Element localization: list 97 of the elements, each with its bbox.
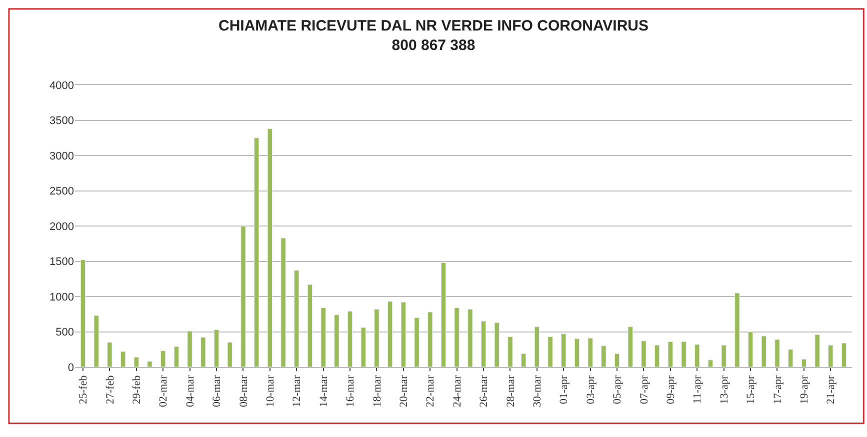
x-tick-label: 17-apr xyxy=(772,375,784,404)
x-tick-label: 19-apr xyxy=(798,375,811,404)
x-tick-label: 11-apr xyxy=(692,375,704,404)
x-tick-label: 06-mar xyxy=(211,375,224,408)
bar xyxy=(147,361,152,367)
bar xyxy=(480,320,486,367)
x-tick-label: 07-apr xyxy=(638,375,650,404)
bar xyxy=(187,330,192,367)
bar xyxy=(601,346,606,367)
bar xyxy=(574,338,580,367)
bar xyxy=(454,308,460,367)
x-tick-label: 02-mar xyxy=(158,375,170,408)
y-tick-label: 2000 xyxy=(50,220,74,233)
bar xyxy=(508,336,513,367)
y-tick-label: 1000 xyxy=(50,291,74,304)
y-tick-label: 3500 xyxy=(50,115,74,128)
bar xyxy=(94,315,99,367)
bar xyxy=(360,327,366,367)
bar xyxy=(120,351,126,367)
bar xyxy=(721,344,726,367)
x-tick-label: 05-apr xyxy=(612,375,624,404)
bar xyxy=(160,350,166,367)
bar xyxy=(227,342,232,367)
bar xyxy=(134,356,139,367)
bar xyxy=(107,342,112,367)
bar xyxy=(347,311,353,367)
bar xyxy=(654,344,660,367)
bar xyxy=(641,340,646,367)
y-tick-label: 3000 xyxy=(50,150,74,162)
bar xyxy=(668,341,674,367)
bar xyxy=(174,346,180,367)
x-tick-label: 22-mar xyxy=(424,375,437,408)
x-tick-label: 15-apr xyxy=(745,375,758,404)
bar xyxy=(307,284,313,367)
bar xyxy=(254,138,260,367)
bar xyxy=(761,336,766,367)
x-tick-label: 08-mar xyxy=(238,375,250,408)
x-tick-label: 29-feb xyxy=(130,374,143,404)
bar xyxy=(267,128,272,367)
bar xyxy=(334,314,340,367)
bar xyxy=(694,344,700,367)
bar xyxy=(320,308,326,367)
bar xyxy=(788,349,794,367)
bar xyxy=(841,342,847,367)
bar xyxy=(280,238,286,367)
x-tick-label: 30-mar xyxy=(532,375,544,408)
bar xyxy=(400,302,406,367)
y-tick-label: 500 xyxy=(56,326,74,339)
x-tick-label: 09-apr xyxy=(665,375,678,404)
bar xyxy=(614,353,620,367)
bar xyxy=(468,308,473,367)
x-tick-label: 14-mar xyxy=(318,375,330,408)
bar xyxy=(801,359,807,367)
x-tick-label: 01-apr xyxy=(558,375,570,404)
bar xyxy=(734,292,740,367)
bar xyxy=(774,339,780,367)
y-tick-label: 2500 xyxy=(50,186,74,198)
bar xyxy=(628,326,633,367)
bar xyxy=(428,312,433,367)
y-tick-label: 1500 xyxy=(50,256,74,268)
x-tick-label: 13-apr xyxy=(718,375,730,404)
bar xyxy=(548,336,553,367)
bar xyxy=(520,353,526,367)
x-tick-label: 27-feb xyxy=(104,374,116,404)
x-tick-label: 10-mar xyxy=(264,375,276,408)
x-tick-label: 18-mar xyxy=(371,375,384,408)
bar xyxy=(561,334,566,367)
bar xyxy=(387,301,393,367)
x-tick-label: 16-mar xyxy=(344,375,357,408)
bar xyxy=(681,341,686,367)
bar xyxy=(828,344,834,367)
bar xyxy=(708,360,714,367)
x-tick-label: 25-feb xyxy=(78,374,90,404)
bar xyxy=(814,334,820,367)
bar xyxy=(534,326,540,367)
x-tick-label: 24-mar xyxy=(451,375,464,408)
bar xyxy=(294,270,300,367)
bar xyxy=(374,308,380,367)
bar xyxy=(240,226,246,367)
bar xyxy=(214,329,220,367)
x-tick-label: 28-mar xyxy=(504,375,517,408)
bar xyxy=(414,317,420,367)
y-tick-label: 0 xyxy=(68,362,74,374)
bar xyxy=(440,262,446,367)
chart-title: CHIAMATE RICEVUTE DAL NR VERDE INFO CORONAVIRUS 800 867 388 xyxy=(218,18,649,54)
x-tick-label: 21-apr xyxy=(825,375,838,404)
x-tick-label: 26-mar xyxy=(478,375,490,408)
x-tick-label: 03-apr xyxy=(584,375,597,404)
bar xyxy=(588,338,593,367)
x-tick-label: 04-mar xyxy=(184,375,196,408)
y-tick-label: 4000 xyxy=(50,80,74,92)
bar xyxy=(748,332,754,367)
x-tick-label: 12-mar xyxy=(291,375,304,408)
bar xyxy=(494,322,500,367)
bar xyxy=(200,337,206,367)
bar xyxy=(80,260,86,367)
x-tick-label: 20-mar xyxy=(398,375,410,408)
